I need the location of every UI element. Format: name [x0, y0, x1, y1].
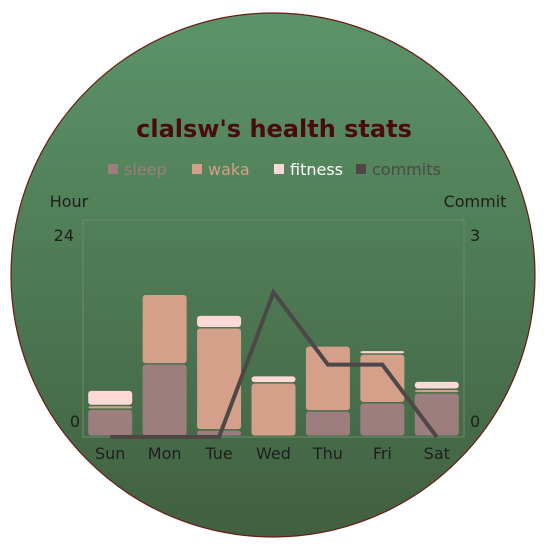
x-tick-sat: Sat	[424, 444, 450, 463]
x-tick-thu: Thu	[312, 444, 343, 463]
x-tick-wed: Wed	[256, 444, 291, 463]
bar-sleep-thu	[305, 411, 350, 436]
bar-waka-mon	[142, 295, 187, 364]
bar-fitness-tue	[197, 315, 242, 327]
bar-waka-wed	[251, 383, 296, 436]
right-tick-min: 0	[470, 412, 480, 431]
bar-fitness-wed	[251, 376, 296, 383]
bar-waka-tue	[197, 328, 242, 430]
legend-swatch-sleep	[108, 164, 118, 174]
legend: sleep waka fitness commits	[108, 160, 441, 179]
legend-label-sleep: sleep	[124, 160, 167, 179]
left-axis-label: Hour	[50, 192, 89, 211]
bar-fitness-fri	[360, 351, 405, 354]
legend-swatch-fitness	[274, 164, 284, 174]
bar-fitness-sat	[414, 381, 459, 389]
legend-label-commits: commits	[372, 160, 441, 179]
x-tick-fri: Fri	[373, 444, 392, 463]
plot-area-frame	[82, 219, 465, 438]
axis-ticks: 24 0 3 0	[54, 226, 481, 431]
bar-waka-sun	[88, 406, 133, 409]
bar-sleep-mon	[142, 364, 187, 436]
chart-title: clalsw's health stats	[136, 115, 412, 143]
bar-waka-thu	[305, 346, 350, 411]
x-tick-mon: Mon	[148, 444, 182, 463]
legend-label-fitness: fitness	[290, 160, 343, 179]
legend-swatch-waka	[192, 164, 202, 174]
x-tick-tue: Tue	[204, 444, 232, 463]
bar-waka-sat	[414, 389, 459, 393]
right-tick-max: 3	[470, 226, 480, 245]
left-tick-max: 24	[54, 226, 74, 245]
bar-sleep-sun	[88, 409, 133, 436]
bar-sleep-fri	[360, 403, 405, 436]
x-tick-sun: Sun	[95, 444, 125, 463]
commits-line-layer	[110, 288, 439, 439]
legend-swatch-commits	[356, 164, 366, 174]
right-axis-label: Commit	[444, 192, 507, 211]
legend-label-waka: waka	[208, 160, 250, 179]
bar-waka-fri	[360, 354, 405, 403]
left-tick-min: 0	[70, 412, 80, 431]
x-axis-labels: Sun Mon Tue Wed Thu Fri Sat	[95, 444, 450, 463]
bar-fitness-sun	[88, 390, 133, 405]
commits-line	[110, 288, 439, 439]
